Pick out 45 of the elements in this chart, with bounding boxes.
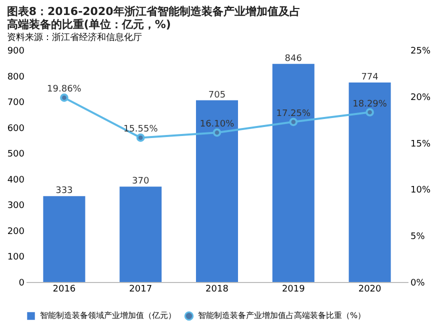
text: 资料来源：浙江省经济和信息化厅 bbox=[6, 32, 142, 43]
point bbox=[60, 94, 68, 102]
y-tick-label: 200 bbox=[7, 226, 25, 237]
bar bbox=[272, 64, 314, 282]
y-tick-label: 600 bbox=[7, 124, 25, 134]
y-tick-label: 400 bbox=[7, 175, 25, 186]
y-tick-label: 900 bbox=[7, 46, 25, 56]
point bbox=[366, 108, 374, 116]
point bbox=[212, 128, 222, 137]
bar bbox=[196, 100, 238, 282]
y-tick-label: 800 bbox=[7, 72, 25, 82]
y-tick-label: 300 bbox=[7, 201, 25, 212]
y-tick-label: 700 bbox=[7, 98, 25, 108]
legend-label: 智能制造装备领域产业增加值（亿元） bbox=[40, 311, 176, 320]
data-label: 17.25% bbox=[276, 108, 311, 119]
data-label: 19.86% bbox=[47, 84, 82, 95]
bar bbox=[348, 82, 391, 282]
data-label: 774 bbox=[361, 72, 379, 82]
data-label: 18.29% bbox=[352, 99, 388, 110]
y2-tick-label: 0% bbox=[410, 278, 426, 288]
x-tick-label: 2017 bbox=[129, 284, 152, 294]
legend-label: 智能制造装备产业增加值占高端装备比重（%） bbox=[198, 311, 366, 320]
data-label: 370 bbox=[132, 176, 150, 187]
chart-title: 图表8：2016-2020年浙江省智能制造装备产业增加值及占高端装备的比重(单位：亿元，%) bbox=[6, 5, 300, 31]
point bbox=[289, 118, 298, 126]
y-tick-label: 100 bbox=[7, 252, 25, 263]
data-label: 705 bbox=[208, 90, 226, 100]
data-label: 16.10% bbox=[200, 120, 235, 130]
y2-tick-label: 15% bbox=[410, 139, 431, 150]
y-tick-label: 500 bbox=[7, 150, 25, 160]
bar bbox=[43, 196, 86, 282]
point bbox=[136, 134, 145, 142]
y2-tick-label: 25% bbox=[410, 46, 431, 56]
y2-tick-label: 10% bbox=[410, 186, 431, 196]
x-tick-label: 2016 bbox=[52, 284, 76, 294]
data-label: 333 bbox=[56, 186, 73, 196]
x-tick-label: 2019 bbox=[282, 284, 306, 294]
x-tick-label: 2018 bbox=[206, 284, 229, 294]
bar bbox=[120, 186, 162, 282]
data-label: 15.55% bbox=[123, 124, 158, 135]
y2-tick-label: 5% bbox=[410, 232, 426, 242]
y-tick-label: 0 bbox=[18, 278, 25, 288]
y2-tick-label: 20% bbox=[410, 92, 431, 103]
data-label: 846 bbox=[284, 54, 302, 64]
x-tick-label: 2020 bbox=[358, 284, 382, 294]
